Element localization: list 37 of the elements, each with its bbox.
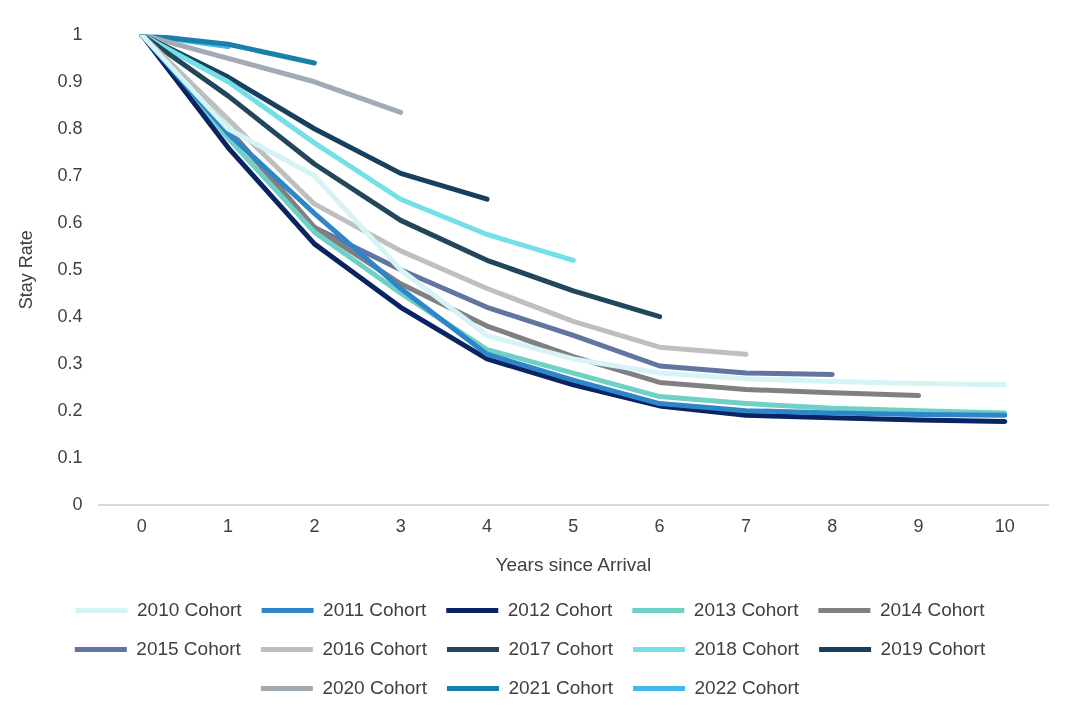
- y-tick-label: 0.4: [57, 305, 83, 326]
- legend-label: 2022 Cohort: [694, 676, 800, 698]
- legend-label: 2012 Cohort: [507, 598, 614, 620]
- y-axis-title: Stay Rate: [15, 230, 36, 310]
- x-tick-label: 5: [568, 516, 579, 537]
- y-tick-label: 0: [72, 493, 83, 514]
- legend-label: 2018 Cohort: [694, 637, 800, 659]
- y-tick-label: 0.2: [57, 399, 83, 420]
- y-tick-label: 0.6: [57, 211, 83, 232]
- legend-label: 2013 Cohort: [693, 598, 800, 620]
- legend-label: 2014 Cohort: [879, 598, 986, 620]
- x-tick-label: 2: [309, 516, 320, 537]
- y-tick-label: 0.5: [57, 258, 83, 279]
- y-tick-label: 0.3: [57, 352, 83, 373]
- x-tick-label: 6: [654, 516, 665, 537]
- legend-label: 2017 Cohort: [508, 637, 614, 659]
- legend-label: 2016 Cohort: [322, 637, 428, 659]
- x-tick-label: 3: [395, 516, 406, 537]
- x-tick-label: 0: [136, 516, 147, 537]
- y-tick-label: 0.7: [57, 164, 83, 185]
- y-tick-label: 0.9: [57, 70, 83, 91]
- legend-label: 2021 Cohort: [508, 676, 614, 698]
- x-axis-title: Years since Arrival: [495, 553, 652, 575]
- y-tick-label: 0.1: [57, 446, 83, 467]
- legend-label: 2019 Cohort: [880, 637, 986, 659]
- y-tick-label: 0.8: [57, 117, 83, 138]
- legend-label: 2015 Cohort: [136, 637, 242, 659]
- y-tick-label: 1: [72, 23, 83, 44]
- legend-label: 2010 Cohort: [137, 598, 243, 620]
- legend-label: 2020 Cohort: [322, 676, 428, 698]
- x-tick-label: 10: [994, 516, 1015, 537]
- x-tick-label: 9: [913, 516, 924, 537]
- x-tick-label: 7: [740, 516, 751, 537]
- legend-label: 2011 Cohort: [323, 598, 427, 620]
- x-tick-label: 1: [223, 516, 234, 537]
- x-tick-label: 8: [827, 516, 838, 537]
- x-tick-label: 4: [482, 516, 493, 537]
